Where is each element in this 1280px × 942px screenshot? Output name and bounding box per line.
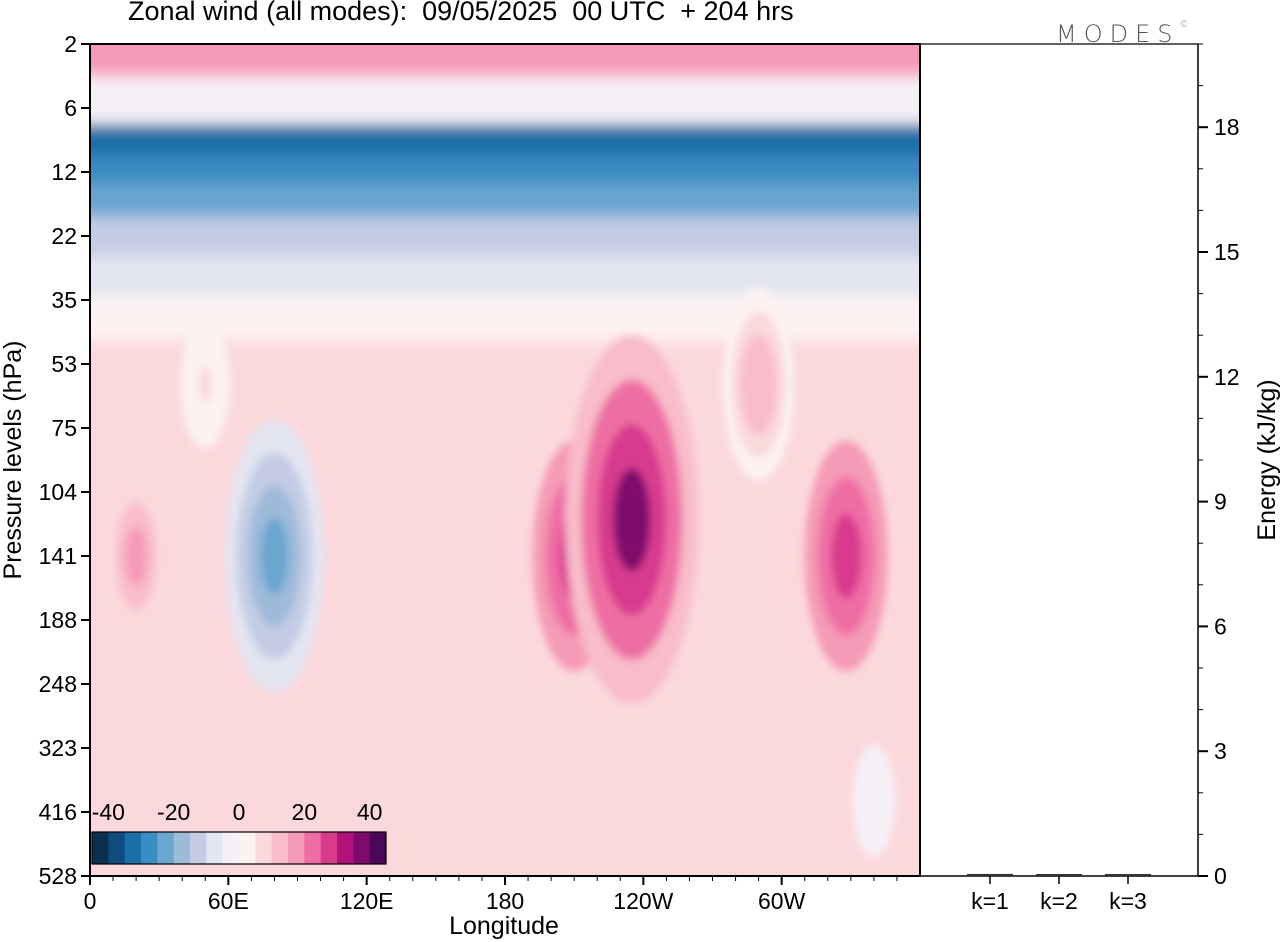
x-axis-title: Longitude [449, 912, 559, 940]
y-tick-label: 35 [51, 287, 77, 313]
energy-tick-label: 18 [1214, 114, 1240, 140]
x-tick-label: 0 [84, 888, 97, 914]
energy-tick-label: 9 [1214, 489, 1227, 515]
colorbar-label: -20 [157, 799, 190, 825]
chart-title: Zonal wind (all modes): 09/05/2025 00 UT… [128, 0, 794, 26]
y-tick-label: 141 [39, 543, 77, 569]
y-tick-label: 188 [39, 607, 77, 633]
feature-0-ring-3 [125, 526, 147, 586]
x-axis: 0 60E 120E 180 120W 60W [84, 876, 898, 914]
y-tick-label: 248 [39, 671, 77, 697]
y-tick-label: 6 [64, 95, 77, 121]
y-tick-label: 75 [51, 415, 77, 441]
x-tick-label: 120W [613, 888, 673, 914]
logo-mark: © [1179, 20, 1189, 30]
colorbar-segment [353, 832, 371, 864]
y-tick-label: 22 [51, 223, 77, 249]
energy-category-label: k=2 [1040, 888, 1078, 914]
energy-tick-label: 6 [1214, 613, 1227, 639]
energy-tick-label: 15 [1214, 239, 1240, 265]
x-tick-label: 120E [340, 888, 394, 914]
energy-bar-k=3 [1105, 874, 1151, 876]
colorbar-label: 20 [292, 799, 318, 825]
feature-5-ring-3 [748, 357, 769, 412]
x-tick-label: 60E [208, 888, 249, 914]
colorbar-segment [239, 832, 256, 864]
energy-tick-label: 0 [1214, 863, 1227, 889]
band-12 [90, 156, 920, 185]
colorbar-segment [369, 832, 387, 864]
y-tick-label: 104 [39, 479, 78, 505]
y-tick-label: 2 [64, 31, 77, 57]
energy-plot-area [921, 44, 1198, 876]
colorbar-segment [271, 832, 289, 864]
energy-category-label: k=3 [1109, 888, 1147, 914]
colorbar-segment [320, 832, 338, 864]
energy-bar-panel: 0 3 6 9 12 15 18 k=1 k=2 k=3 [921, 43, 1240, 914]
band-30 [90, 255, 920, 297]
feature-6-ring-3 [198, 366, 213, 403]
y-tick-label: 416 [39, 799, 77, 825]
colorbar-segment [304, 832, 322, 864]
colorbar-label: -40 [92, 799, 125, 825]
colorbar-segment [92, 832, 109, 864]
y-tick-label: 12 [51, 159, 77, 185]
energy-bar-k=2 [1036, 874, 1082, 876]
y-tick-label: 53 [51, 351, 77, 377]
band-2 [90, 44, 920, 76]
colorbar-segment [124, 832, 142, 864]
colorbar-label: 0 [233, 799, 246, 825]
wind-features [97, 288, 902, 857]
band-22 [90, 216, 920, 256]
band-6 [90, 76, 920, 124]
feature-4-ring-3 [830, 513, 862, 599]
colorbar-segment [108, 832, 126, 864]
heatmap-plot [90, 44, 920, 876]
energy-axis-title: Energy (kJ/kg) [1253, 379, 1280, 540]
energy-bar-k=1 [967, 873, 1013, 876]
energy-tick-label: 12 [1214, 364, 1240, 390]
modes-logo: MODES© [1056, 20, 1188, 48]
colorbar-segment [337, 832, 354, 864]
x-tick-label: 180 [486, 888, 524, 914]
colorbar-segment [255, 832, 273, 864]
y-axis-title: Pressure levels (hPa) [0, 341, 27, 580]
x-tick-label: 60W [758, 888, 806, 914]
band-16 [90, 184, 920, 217]
colorbar-segment [157, 832, 175, 864]
band-9 [90, 124, 920, 156]
y-tick-label: 528 [39, 863, 77, 889]
colorbar-segment [173, 832, 191, 864]
y-tick-label: 323 [39, 735, 77, 761]
colorbar-segment [190, 832, 207, 864]
colorbar-segment [222, 832, 240, 864]
colorbar-segment [206, 832, 224, 864]
colorbar-segment [141, 832, 158, 864]
colorbar-segment [288, 832, 305, 864]
energy-tick-label: 3 [1214, 738, 1227, 764]
energy-category-label: k=1 [971, 888, 1009, 914]
feature-7-ring-3 [867, 785, 880, 817]
colorbar: -40 -20 0 20 40 [91, 799, 387, 865]
colorbar-label: 40 [357, 799, 383, 825]
feature-3-ring-3 [613, 468, 651, 572]
colorbar-frame [91, 831, 387, 865]
logo-text: MODES [1056, 20, 1180, 48]
feature-1-ring-3 [260, 517, 289, 595]
y-axis: 2 6 12 22 35 53 75 104 141 188 248 323 416 528 [39, 31, 90, 889]
